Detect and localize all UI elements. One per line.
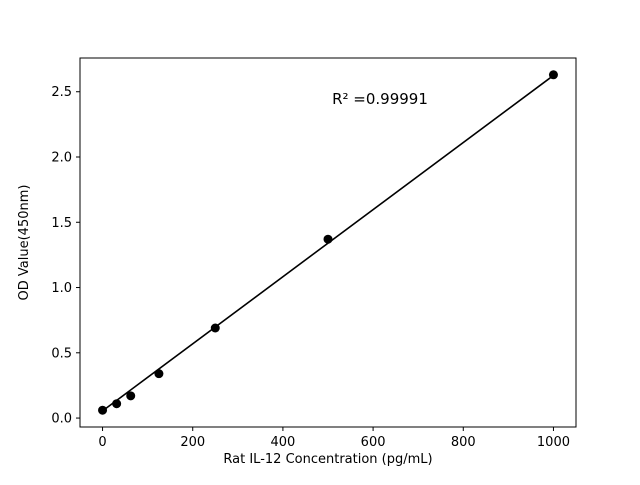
r-squared-annotation: R² =0.99991 <box>332 90 428 108</box>
y-tick-label: 1.0 <box>51 281 72 296</box>
data-point <box>98 405 108 415</box>
x-tick-label: 200 <box>180 435 205 450</box>
x-tick-label: 800 <box>451 435 476 450</box>
y-tick-label: 1.5 <box>51 216 72 231</box>
y-tick-label: 0.5 <box>51 346 72 361</box>
y-tick-label: 0.0 <box>51 412 72 427</box>
data-point <box>548 70 558 80</box>
y-tick-label: 2.0 <box>51 151 72 166</box>
x-tick-label: 400 <box>270 435 295 450</box>
x-axis-label: Rat IL-12 Concentration (pg/mL) <box>223 452 432 467</box>
axes-border <box>79 57 577 428</box>
data-point <box>154 369 164 379</box>
x-tick-label: 0 <box>98 435 106 450</box>
data-point <box>210 323 220 333</box>
data-point <box>112 399 122 409</box>
data-point <box>323 234 333 244</box>
y-axis-label: OD Value(450nm) <box>17 185 32 301</box>
data-point <box>126 391 136 401</box>
plot-generated-content: 0 200 400 600 800 1000 0.0 0.5 1.0 1.5 2.0 2.5 <box>51 70 570 450</box>
x-tick-label: 1000 <box>537 435 570 450</box>
y-tick-label: 2.5 <box>51 85 72 100</box>
x-tick-label: 600 <box>361 435 386 450</box>
